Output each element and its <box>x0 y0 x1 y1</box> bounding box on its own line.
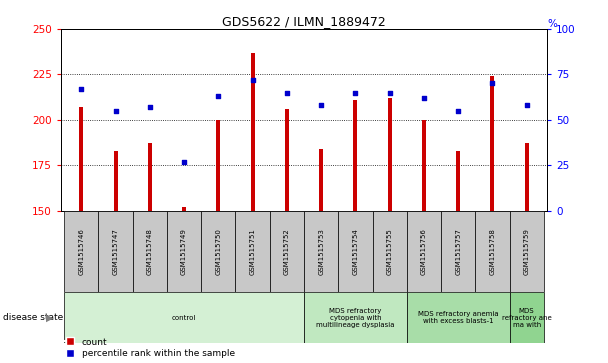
Text: GSM1515749: GSM1515749 <box>181 228 187 275</box>
Text: GSM1515747: GSM1515747 <box>112 228 119 275</box>
Bar <box>510 292 544 343</box>
Text: ▶: ▶ <box>46 313 54 323</box>
Text: control: control <box>172 315 196 321</box>
Text: GSM1515751: GSM1515751 <box>250 228 255 275</box>
Bar <box>250 53 255 211</box>
Text: %: % <box>547 19 557 29</box>
Bar <box>407 211 441 292</box>
Bar <box>270 211 304 292</box>
Bar <box>475 211 510 292</box>
Bar <box>373 211 407 292</box>
Text: GSM1515758: GSM1515758 <box>489 228 496 275</box>
Bar <box>98 211 133 292</box>
Bar <box>114 151 118 211</box>
Text: GSM1515756: GSM1515756 <box>421 228 427 275</box>
Bar <box>422 120 426 211</box>
Text: GSM1515755: GSM1515755 <box>387 228 393 275</box>
Bar <box>182 207 186 211</box>
Bar <box>64 292 304 343</box>
Bar <box>304 292 407 343</box>
Bar <box>201 211 235 292</box>
Bar <box>387 98 392 211</box>
Point <box>111 108 120 114</box>
Text: GSM1515759: GSM1515759 <box>523 228 530 275</box>
Point <box>419 95 429 101</box>
Bar <box>235 211 270 292</box>
Point <box>454 108 463 114</box>
Text: MDS
refractory ane
ma with: MDS refractory ane ma with <box>502 307 551 328</box>
Legend: count, percentile rank within the sample: count, percentile rank within the sample <box>65 338 235 359</box>
Bar <box>79 107 83 211</box>
Text: disease state: disease state <box>3 313 63 322</box>
Point <box>316 102 326 108</box>
Bar <box>490 76 494 211</box>
Bar <box>285 109 289 211</box>
Text: GSM1515746: GSM1515746 <box>78 228 85 275</box>
Bar <box>216 120 221 211</box>
Point <box>351 90 361 95</box>
Point <box>488 81 497 86</box>
Bar <box>407 292 510 343</box>
Bar <box>133 211 167 292</box>
Point <box>213 93 223 99</box>
Bar <box>148 143 152 211</box>
Bar <box>510 211 544 292</box>
Point <box>247 77 257 83</box>
Bar <box>456 151 460 211</box>
Bar <box>525 143 529 211</box>
Bar <box>304 211 338 292</box>
Bar <box>353 100 358 211</box>
Point <box>77 86 86 92</box>
Bar <box>64 211 98 292</box>
Bar <box>441 211 475 292</box>
Text: GSM1515752: GSM1515752 <box>284 228 290 275</box>
Bar <box>319 149 323 211</box>
Bar <box>338 211 373 292</box>
Text: MDS refractory
cytopenia with
multilineage dysplasia: MDS refractory cytopenia with multilinea… <box>316 307 395 328</box>
Point <box>522 102 531 108</box>
Text: GSM1515750: GSM1515750 <box>215 228 221 275</box>
Text: GSM1515757: GSM1515757 <box>455 228 461 275</box>
Point <box>282 90 292 95</box>
Text: GSM1515754: GSM1515754 <box>353 228 358 275</box>
Point <box>145 104 154 110</box>
Bar <box>167 211 201 292</box>
Point <box>385 90 395 95</box>
Title: GDS5622 / ILMN_1889472: GDS5622 / ILMN_1889472 <box>222 15 386 28</box>
Text: GSM1515748: GSM1515748 <box>147 228 153 275</box>
Text: GSM1515753: GSM1515753 <box>318 228 324 275</box>
Point <box>179 159 189 164</box>
Text: MDS refractory anemia
with excess blasts-1: MDS refractory anemia with excess blasts… <box>418 311 499 324</box>
